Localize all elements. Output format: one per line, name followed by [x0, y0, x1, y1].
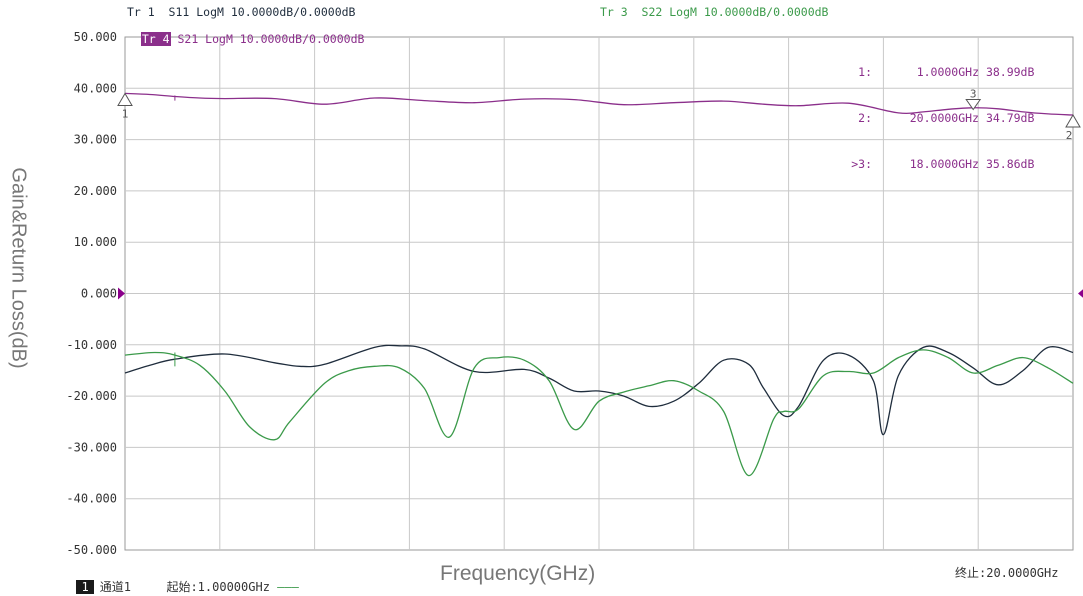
trace-4-tag: Tr 4: [140, 32, 171, 46]
marker-triangle-3: [965, 99, 982, 111]
marker-id-3: 3: [970, 88, 977, 101]
marker-row: 1: 1.0000GHz 38.99dB: [858, 65, 1035, 79]
y-tick-label: 0.000: [81, 287, 117, 301]
reference-level-left-icon: [118, 287, 125, 300]
marker-row: >3: 18.0000GHz 35.86dB: [851, 157, 1035, 171]
marker-triangle-1: [117, 92, 133, 106]
y-tick-label: 20.000: [74, 184, 117, 198]
channel-number-badge: 1: [76, 580, 94, 594]
trace-1-label: Tr 1 S11 LogM 10.0000dB/0.0000dB: [127, 5, 356, 19]
trace-4-text: S21 LogM 10.0000dB/0.0000dB: [170, 32, 365, 46]
series-line-s11: [124, 344, 1074, 436]
marker-triangle-2: [1065, 114, 1081, 128]
trace-3-label: Tr 3 S22 LogM 10.0000dB/0.0000dB: [600, 5, 829, 19]
y-tick-label: 30.000: [74, 133, 117, 147]
marker-row: 2: 20.0000GHz 34.79dB: [858, 111, 1035, 125]
marker-id-1: 1: [122, 107, 129, 120]
trace-4-label: Tr 4 S21 LogM 10.0000dB/0.0000dB: [127, 20, 364, 46]
x-axis-title: Frequency(GHz): [440, 562, 596, 585]
y-tick-label: -10.000: [66, 338, 117, 352]
reference-level-right-icon: [1078, 289, 1083, 298]
series-line-s22: [124, 349, 1074, 477]
y-tick-label: 50.000: [74, 30, 117, 44]
y-tick-label: -50.000: [66, 543, 117, 557]
y-tick-label: 10.000: [74, 235, 117, 249]
series-line-s21: [124, 92, 1074, 116]
dashed-line-icon: ———: [269, 580, 299, 594]
y-tick-label: -30.000: [66, 440, 117, 454]
footer-channel: 1 通道1: [62, 564, 131, 595]
stop-frequency: 终止:20.0000GHz: [955, 566, 1059, 580]
marker-table: 1: 1.0000GHz 38.99dB 2: 20.0000GHz 34.79dB…: [836, 40, 1034, 184]
y-tick-label: -20.000: [66, 389, 117, 403]
marker-id-2: 2: [1066, 129, 1073, 142]
channel-label: 通道1: [99, 580, 131, 594]
y-tick-label: -40.000: [66, 492, 117, 506]
start-frequency: 起始:1.00000GHz ———: [166, 580, 299, 594]
y-tick-label: 40.000: [74, 81, 117, 95]
